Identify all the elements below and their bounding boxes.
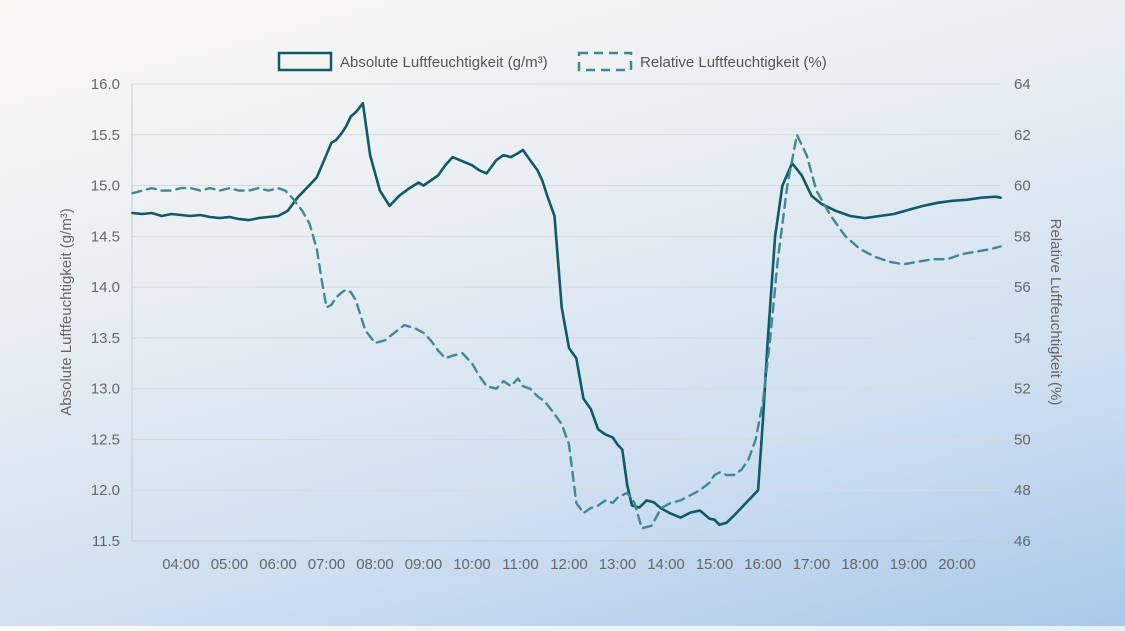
right-axis-tick-label: 48 [1014, 482, 1031, 499]
x-axis-tick-label: 05:00 [211, 556, 249, 573]
left-axis-tick-label: 13.0 [91, 381, 120, 398]
x-axis-tick-label: 08:00 [356, 556, 394, 573]
series-line-absolute-humidity [131, 102, 1002, 527]
x-axis-tick-label: 11:00 [502, 556, 538, 573]
x-axis-tick-label: 14:00 [647, 556, 685, 573]
right-axis-tick-labels: 46 48 50 52 54 56 58 60 62 64 [1014, 76, 1031, 550]
left-axis-tick-label: 14.0 [91, 279, 120, 296]
right-axis-tick-label: 64 [1014, 76, 1031, 93]
legend-label-absolute: Absolute Luftfeuchtigkeit (g/m³) [340, 54, 548, 71]
legend: Absolute Luftfeuchtigkeit (g/m³) Relativ… [277, 51, 827, 72]
x-axis-tick-label: 10:00 [453, 556, 491, 573]
right-axis-tick-label: 56 [1014, 279, 1031, 296]
x-axis-tick-label: 15:00 [696, 556, 734, 573]
x-axis-tick-label: 16:00 [744, 556, 782, 573]
legend-swatch-relative [577, 51, 633, 72]
left-axis-tick-label: 11.5 [92, 533, 120, 550]
left-axis-tick-label: 14.5 [91, 228, 120, 245]
left-axis-tick-label: 12.5 [91, 431, 120, 448]
right-axis-tick-label: 58 [1014, 228, 1031, 245]
right-axis-tick-label: 54 [1014, 330, 1031, 347]
legend-item-relative[interactable]: Relative Luftfeuchtigkeit (%) [577, 51, 827, 72]
legend-swatch-absolute [277, 51, 333, 72]
x-axis-tick-label: 18:00 [841, 556, 879, 573]
right-axis-tick-label: 50 [1014, 431, 1031, 448]
x-axis-tick-label: 13:00 [599, 556, 637, 573]
data-series [131, 102, 1002, 530]
x-axis-tick-label: 20:00 [938, 556, 976, 573]
right-axis-title: Relative Luftfeuchtigkeit (%) [1047, 219, 1064, 406]
left-axis-tick-label: 12.0 [91, 482, 120, 499]
right-axis-tick-label: 60 [1014, 178, 1031, 195]
legend-label-relative: Relative Luftfeuchtigkeit (%) [640, 54, 827, 71]
right-axis-tick-label: 46 [1014, 533, 1031, 550]
left-axis-tick-label: 13.5 [91, 330, 120, 347]
x-axis-tick-label: 12:00 [550, 556, 588, 573]
left-axis-tick-label: 15.0 [91, 178, 120, 195]
x-axis-tick-label: 07:00 [308, 556, 346, 573]
x-axis-tick-label: 19:00 [890, 556, 928, 573]
grid-lines [132, 83, 1000, 491]
legend-item-absolute[interactable]: Absolute Luftfeuchtigkeit (g/m³) [277, 51, 548, 72]
x-axis-tick-label: 09:00 [405, 556, 443, 573]
series-line-relative-humidity [131, 133, 1002, 530]
x-axis-tick-label: 04:00 [162, 556, 200, 573]
left-axis-tick-labels: 11.5 12.0 12.5 13.0 13.5 14.0 14.5 15.0 15.5 16.0 [91, 76, 120, 550]
axes [131, 84, 1000, 542]
x-axis-tick-label: 06:00 [259, 556, 297, 573]
left-axis-tick-label: 16.0 [91, 76, 120, 93]
left-axis-tick-label: 15.5 [91, 127, 120, 144]
right-axis-tick-label: 62 [1014, 127, 1031, 144]
x-axis-tick-label: 17:00 [793, 556, 831, 573]
x-axis-tick-labels: 04:00 05:00 06:00 07:00 08:00 09:00 10:00 11:00… [162, 556, 976, 573]
right-axis-tick-label: 52 [1014, 381, 1031, 398]
left-axis-title: Absolute Luftfeuchtigkeit (g/m³) [58, 208, 75, 416]
